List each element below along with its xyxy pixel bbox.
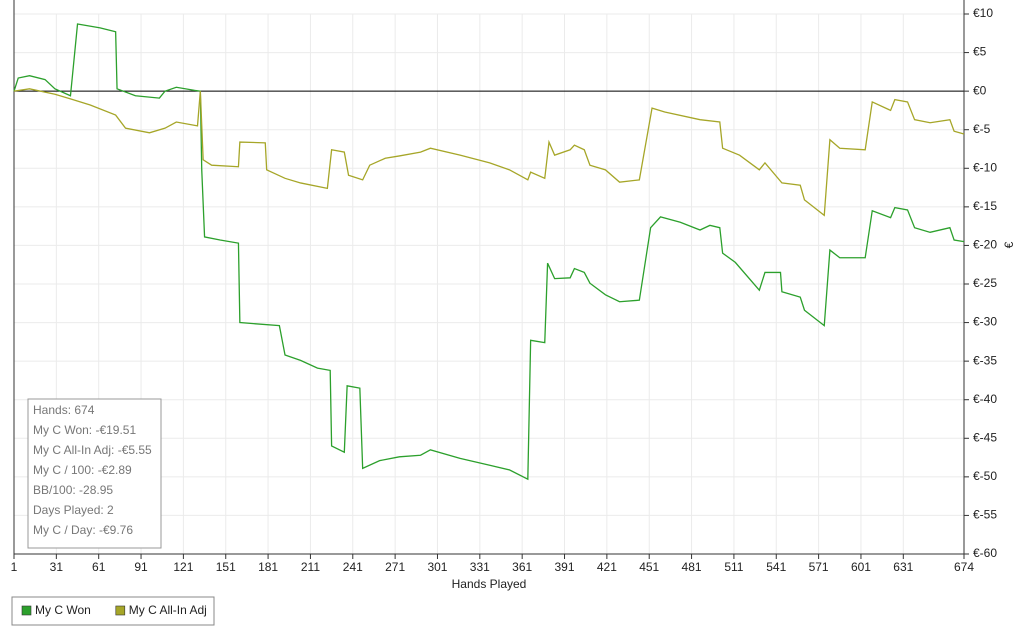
- y-tick-label: €-15: [973, 199, 997, 213]
- x-tick-label: 511: [724, 560, 743, 574]
- stat-text: My C / 100: -€2.89: [33, 463, 132, 477]
- x-tick-label: 271: [385, 560, 405, 574]
- x-tick-label: 31: [50, 560, 64, 574]
- y-tick-label: €-35: [973, 353, 997, 367]
- x-tick-label: 61: [92, 560, 106, 574]
- y-tick-label: €-30: [973, 315, 997, 329]
- legend-swatch: [115, 605, 126, 616]
- x-tick-label: 674: [954, 560, 974, 574]
- x-tick-label: 1: [11, 560, 18, 574]
- x-tick-label: 331: [470, 560, 490, 574]
- y-tick-label: €-25: [973, 276, 997, 290]
- y-tick-label: €-55: [973, 508, 997, 522]
- y-tick-label: €0: [973, 83, 987, 97]
- x-tick-label: 241: [343, 560, 363, 574]
- x-tick-label: 391: [555, 560, 575, 574]
- stats-box: [27, 398, 162, 549]
- legend-label: My C All-In Adj: [129, 603, 207, 617]
- x-tick-label: 91: [134, 560, 148, 574]
- series-line: [13, 88, 965, 217]
- y-axis-label: €: [1002, 241, 1015, 248]
- stat-text: My C Won: -€19.51: [33, 423, 136, 437]
- x-tick-label: 481: [682, 560, 702, 574]
- x-tick-label: 121: [173, 560, 193, 574]
- stat-text: My C / Day: -€9.76: [33, 523, 133, 537]
- stat-text: Days Played: 2: [33, 503, 114, 517]
- x-tick-label: 211: [301, 560, 320, 574]
- series-line: [13, 23, 965, 481]
- x-tick-label: 361: [512, 560, 532, 574]
- y-tick-label: €-60: [973, 546, 997, 560]
- stat-text: My C All-In Adj: -€5.55: [33, 443, 152, 457]
- x-tick-label: 451: [639, 560, 659, 574]
- y-tick-label: €-45: [973, 430, 997, 444]
- x-tick-label: 541: [766, 560, 786, 574]
- stat-text: BB/100: -28.95: [33, 483, 113, 497]
- x-tick-label: 421: [597, 560, 617, 574]
- legend-swatch: [21, 605, 32, 616]
- y-tick-label: €-10: [973, 160, 997, 174]
- legend-label: My C Won: [35, 603, 91, 617]
- y-tick-label: €-50: [973, 469, 997, 483]
- x-tick-label: 601: [851, 560, 871, 574]
- y-tick-label: €5: [973, 45, 987, 59]
- x-tick-label: 571: [809, 560, 829, 574]
- y-tick-label: €-40: [973, 392, 997, 406]
- y-tick-label: €-20: [973, 238, 997, 252]
- x-tick-label: 151: [216, 560, 236, 574]
- x-axis-label: Hands Played: [452, 577, 527, 591]
- x-tick-label: 301: [427, 560, 447, 574]
- y-tick-label: €-5: [973, 122, 991, 136]
- legend-box: [11, 596, 215, 626]
- y-tick-label: €10: [973, 6, 993, 20]
- x-tick-label: 181: [258, 560, 278, 574]
- x-tick-label: 631: [893, 560, 913, 574]
- stat-text: Hands: 674: [33, 403, 95, 417]
